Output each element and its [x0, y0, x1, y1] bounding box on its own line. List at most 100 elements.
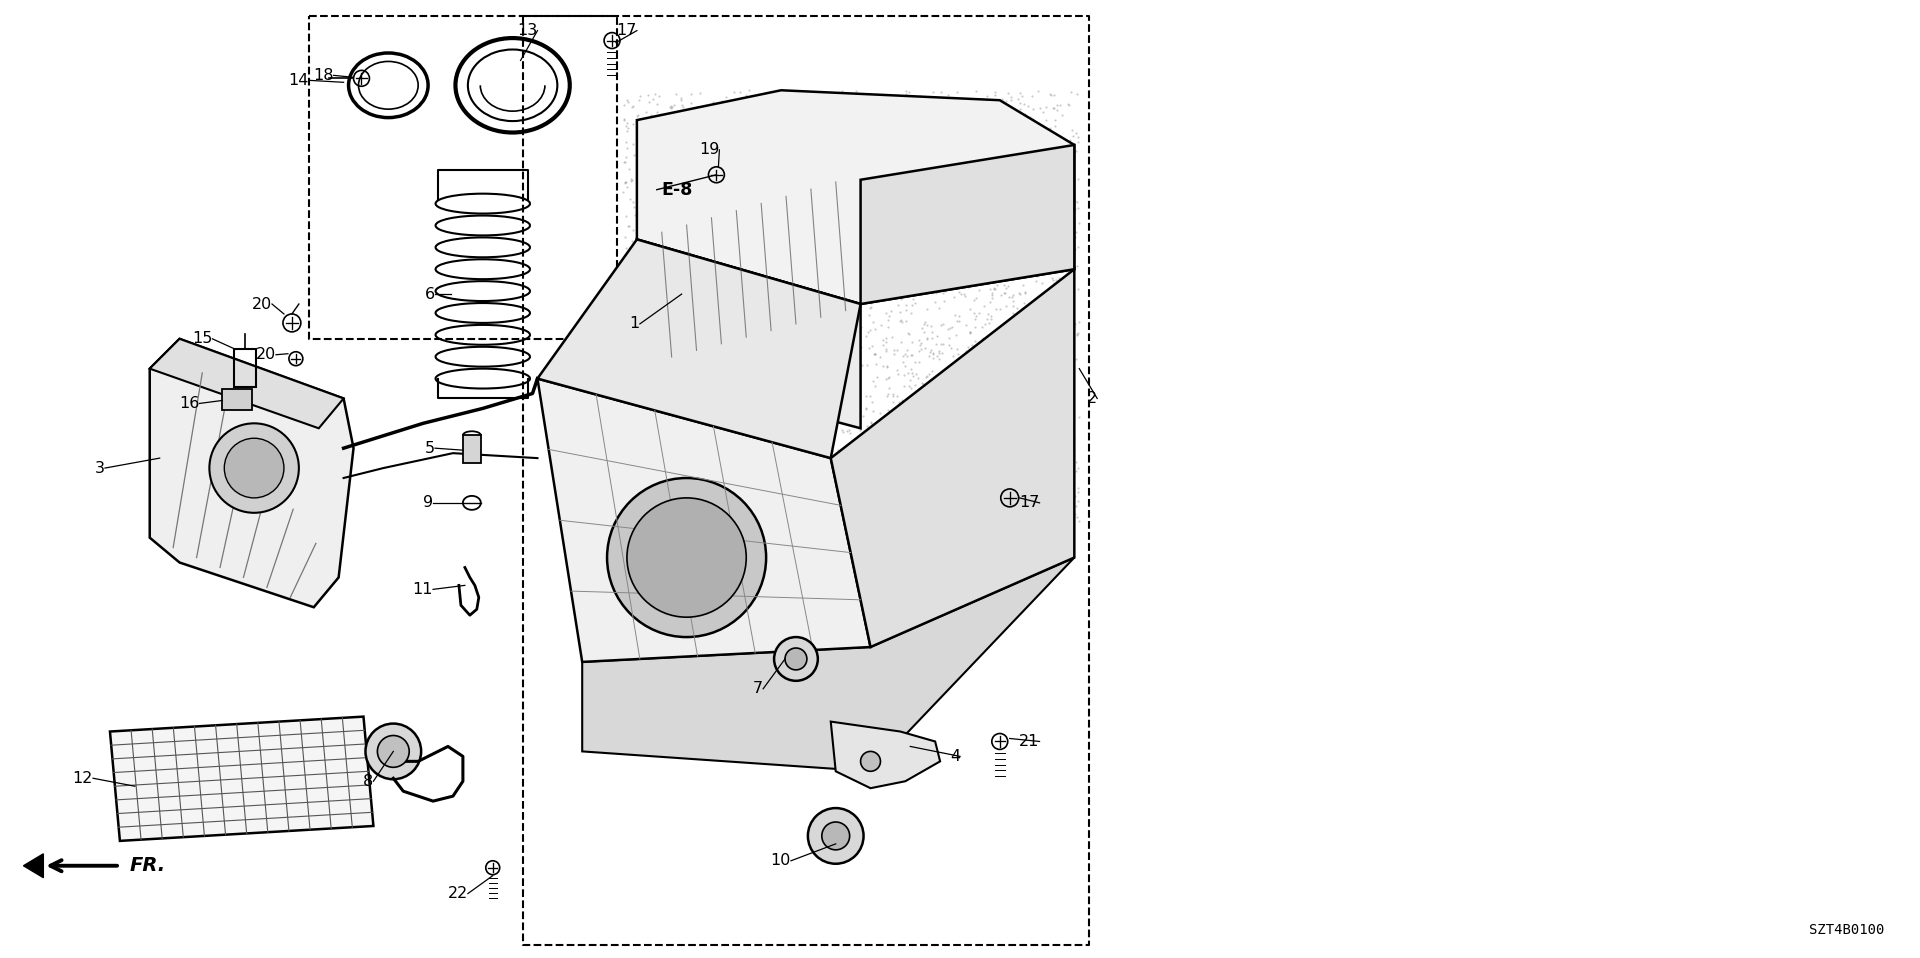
- Point: [887, 392, 918, 407]
- Point: [659, 269, 689, 285]
- Point: [722, 437, 753, 452]
- Point: [902, 103, 933, 118]
- Point: [718, 115, 749, 130]
- Point: [868, 332, 899, 348]
- Point: [1016, 476, 1046, 491]
- Point: [956, 255, 987, 270]
- Point: [885, 416, 916, 431]
- Point: [835, 395, 866, 410]
- Point: [778, 440, 808, 455]
- Point: [912, 248, 943, 263]
- Point: [1018, 172, 1048, 188]
- Point: [849, 500, 879, 515]
- Point: [680, 388, 710, 403]
- Point: [995, 413, 1025, 428]
- Point: [1035, 335, 1066, 351]
- Point: [975, 514, 1006, 530]
- Point: [845, 236, 876, 251]
- Point: [833, 422, 864, 438]
- Point: [995, 103, 1025, 118]
- Point: [924, 155, 954, 171]
- Circle shape: [860, 751, 881, 771]
- Point: [887, 314, 918, 330]
- Point: [1058, 397, 1089, 412]
- Point: [691, 314, 722, 330]
- Point: [756, 158, 787, 173]
- Point: [616, 354, 647, 370]
- Point: [705, 419, 735, 434]
- Point: [893, 327, 924, 342]
- Point: [948, 413, 979, 428]
- Point: [664, 474, 695, 490]
- Point: [653, 372, 684, 387]
- Point: [973, 294, 1004, 309]
- Point: [1033, 466, 1064, 481]
- Point: [732, 118, 762, 133]
- Point: [862, 446, 893, 462]
- Point: [624, 392, 655, 407]
- Point: [1006, 380, 1037, 396]
- Point: [862, 247, 893, 262]
- Point: [826, 295, 856, 310]
- Point: [897, 96, 927, 111]
- Point: [1056, 84, 1087, 100]
- Point: [995, 519, 1025, 535]
- Point: [910, 486, 941, 501]
- Point: [824, 124, 854, 139]
- Point: [831, 250, 862, 265]
- Point: [854, 423, 885, 439]
- Point: [716, 298, 747, 313]
- Point: [691, 389, 722, 404]
- Point: [879, 459, 910, 474]
- Point: [1031, 254, 1062, 269]
- Point: [703, 443, 733, 458]
- Point: [822, 286, 852, 302]
- Point: [649, 160, 680, 175]
- Point: [900, 354, 931, 370]
- Point: [924, 122, 954, 137]
- Point: [843, 361, 874, 376]
- Point: [1016, 174, 1046, 190]
- Point: [716, 149, 747, 165]
- Point: [1039, 101, 1069, 116]
- Point: [636, 504, 666, 519]
- Point: [649, 384, 680, 399]
- Point: [660, 104, 691, 120]
- Point: [843, 219, 874, 235]
- Point: [931, 189, 962, 204]
- Point: [1004, 306, 1035, 321]
- Point: [766, 300, 797, 315]
- Point: [854, 300, 885, 315]
- Point: [1004, 174, 1035, 190]
- Point: [639, 466, 670, 481]
- Point: [904, 143, 935, 158]
- Point: [670, 227, 701, 242]
- Point: [705, 165, 735, 180]
- Point: [618, 465, 649, 480]
- Point: [868, 185, 899, 200]
- Point: [693, 522, 724, 537]
- Point: [751, 467, 781, 482]
- Point: [1056, 300, 1087, 315]
- Point: [899, 275, 929, 290]
- Point: [1016, 313, 1046, 329]
- Point: [743, 459, 774, 474]
- Point: [618, 301, 649, 316]
- Point: [847, 217, 877, 232]
- Point: [920, 336, 950, 352]
- Point: [637, 415, 668, 430]
- Point: [914, 167, 945, 182]
- Point: [804, 438, 835, 453]
- Point: [1016, 401, 1046, 417]
- Point: [935, 447, 966, 463]
- Point: [768, 279, 799, 294]
- Point: [716, 240, 747, 255]
- Point: [637, 493, 668, 509]
- Point: [804, 270, 835, 285]
- Point: [756, 195, 787, 211]
- Point: [998, 478, 1029, 493]
- Point: [645, 341, 676, 356]
- Point: [737, 393, 768, 408]
- Point: [826, 513, 856, 529]
- Point: [649, 460, 680, 475]
